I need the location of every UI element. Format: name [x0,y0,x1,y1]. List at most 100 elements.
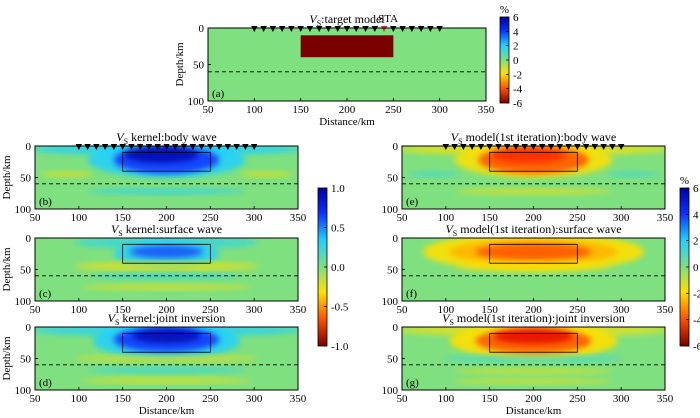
deep-band [82,377,251,384]
x-tick-label: 200 [525,304,542,316]
x-tick-label: 100 [71,304,88,316]
field [402,238,665,301]
y-tick-label: 50 [20,354,32,366]
x-tick-label: 150 [292,104,309,116]
x-tick-label: 150 [481,212,498,224]
y-tick-label: 0 [393,141,399,153]
anomaly-outline [122,243,211,264]
side-lobe-left [40,171,93,178]
title-v: V [451,130,460,144]
colorbar-tick-label: 0.5 [331,223,345,235]
x-tick-label: 300 [613,393,630,405]
y-tick-label: 100 [382,385,399,397]
title-text: model(1st iteration):body wave [463,130,617,144]
field [402,327,665,390]
x-tick-label: 50 [397,393,409,405]
panel-title: VS model(1st iteration):surface wave [445,222,621,238]
x-tick-label: 200 [339,104,356,116]
x-tick-label: 50 [397,212,409,224]
x-axis-label: Distance/km [139,405,195,417]
panel-c-kernel-surface: 50 100 150 200 250 300 350050100Depth/km(c)VS … [1,222,307,316]
y-tick-label: 100 [15,385,32,397]
colorbar-model: 6 4 2 0 -2 -4 -6% [679,175,700,353]
x-tick-label: 50 [30,212,42,224]
title-subscript: S [115,318,119,327]
x-tick-label: 150 [481,393,498,405]
x-tick-label: 250 [202,304,219,316]
x-tick-label: 200 [158,393,175,405]
colorbar-tick-label: 6 [513,12,519,24]
x-tick-label: 100 [246,104,263,116]
panel-letter: (g) [406,377,419,389]
negative-band [74,261,259,272]
panel-title: VS:target model [309,12,385,28]
model-core [475,243,592,261]
colorbar-tick-label: -4 [693,315,700,327]
x-tick-label: 50 [30,393,42,405]
colorbar-tick-label: 0 [513,55,519,67]
panel-letter: (a) [212,88,225,100]
y-tick-label: 100 [15,296,32,308]
anomaly-outline [489,243,578,264]
panel-g-model-joint: 50 100 150 200 250 300 350050100Distance/km(g)… [382,311,674,417]
title-v: V [108,311,117,325]
title-text: kernel:surface wave [123,222,222,236]
y-tick-label: 100 [382,204,399,216]
x-tick-label: 250 [385,104,402,116]
y-axis-label: Depth/km [1,155,13,199]
field [35,238,298,301]
x-tick-label: 350 [657,393,674,405]
y-tick-label: 0 [393,322,399,334]
x-tick-label: 150 [114,212,131,224]
x-tick-label: 300 [613,304,630,316]
y-tick-label: 0 [26,322,32,334]
title-text: kernel:body wave [128,130,217,144]
negative-band [444,354,623,363]
deep-band [454,187,613,196]
title-v: V [445,222,454,236]
x-tick-label: 350 [290,304,307,316]
side-lobe-right [240,171,293,178]
colorbar-tick-label: -2 [693,288,700,300]
field [402,146,665,209]
x-tick-label: 300 [613,212,630,224]
moho-band [454,367,613,375]
x-tick-label: 350 [290,212,307,224]
x-tick-label: 100 [438,212,455,224]
panel-letter: (b) [39,196,52,208]
title-subscript: S [453,229,457,238]
panel-title: VS kernel:joint inversion [108,311,226,327]
deep-band [87,187,246,196]
sta-label: STA [378,13,398,25]
x-tick-label: 350 [657,212,674,224]
x-tick-label: 250 [202,212,219,224]
deep-band [454,378,613,385]
x-tick-label: 300 [431,104,448,116]
x-tick-label: 150 [114,393,131,405]
side-lobe-left [407,171,460,178]
panel-letter: (d) [39,377,52,389]
lower-band [454,261,613,272]
y-tick-label: 0 [26,233,32,245]
colorbar-target: 6 4 2 0 -2 -4 -6% [499,4,523,110]
moho-band [92,272,241,279]
colorbar-tick-label: -2 [513,69,522,81]
y-tick-label: 50 [387,354,399,366]
colorbar-tick-label: 0 [693,262,699,274]
x-tick-label: 300 [246,393,263,405]
x-tick-label: 100 [438,393,455,405]
x-tick-label: 200 [158,304,175,316]
panel-title: VS model(1st iteration):joint inversion [442,311,625,327]
x-axis-label: Distance/km [319,116,375,128]
colorbar-tick-label: 1.0 [331,183,345,195]
field [35,327,298,390]
field [35,146,298,209]
x-tick-label: 200 [525,212,542,224]
x-tick-label: 100 [71,393,88,405]
negative-band [74,354,259,363]
colorbar-tick-label: -0.5 [331,302,349,314]
y-tick-label: 50 [20,265,32,277]
panel-title: VS kernel:body wave [116,130,216,146]
